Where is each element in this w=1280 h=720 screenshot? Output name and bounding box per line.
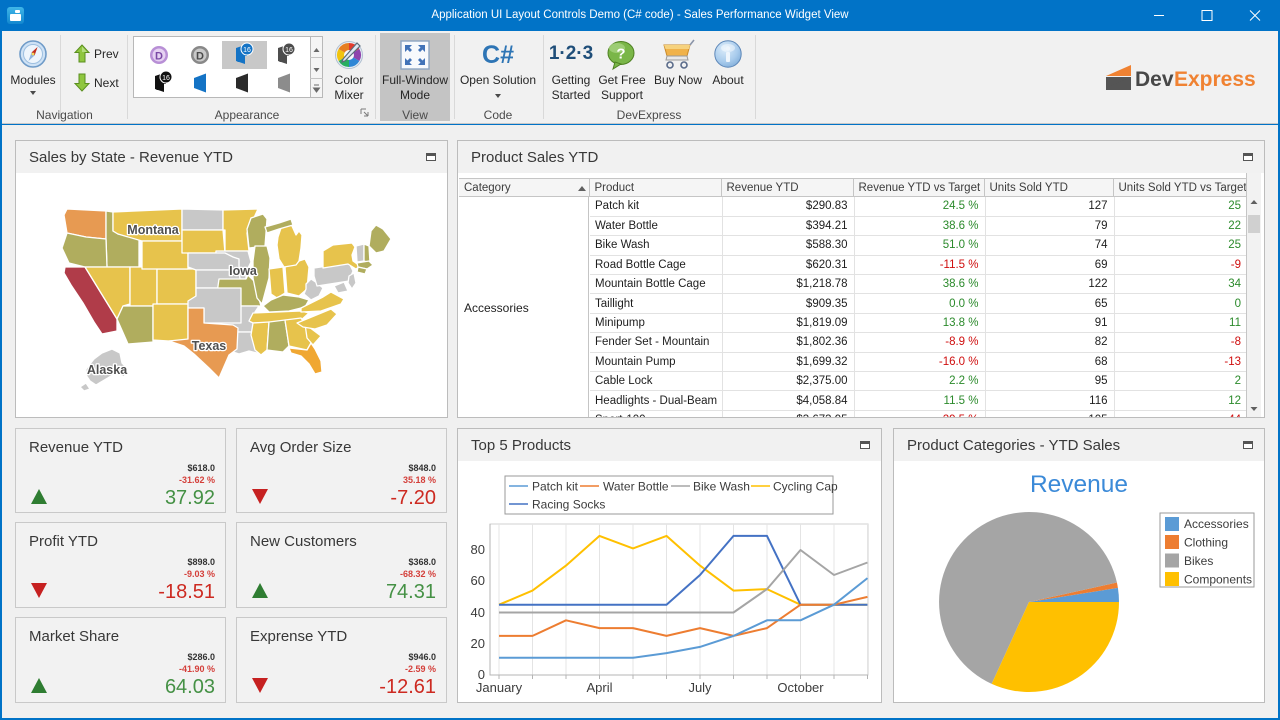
svg-text:Accessories: Accessories — [1184, 517, 1249, 531]
svg-text:July: July — [688, 680, 712, 695]
svg-text:Express: Express — [1174, 68, 1256, 91]
svg-text:60: 60 — [471, 573, 485, 588]
svg-text:Components: Components — [1184, 573, 1252, 587]
svg-text:January: January — [476, 680, 523, 695]
svg-text:16: 16 — [243, 47, 251, 54]
svg-text:Patch kit: Patch kit — [532, 480, 579, 494]
svg-text:16: 16 — [162, 75, 170, 82]
svg-text:D: D — [155, 51, 163, 63]
svg-text:Texas: Texas — [192, 339, 227, 353]
svg-text:Cycling Cap: Cycling Cap — [773, 480, 838, 494]
svg-text:Racing Socks: Racing Socks — [532, 498, 605, 512]
svg-text:?: ? — [616, 46, 625, 63]
svg-text:16: 16 — [285, 47, 293, 54]
svg-text:Bikes: Bikes — [1184, 554, 1213, 568]
svg-text:80: 80 — [471, 542, 485, 557]
svg-text:Bike Wash: Bike Wash — [693, 480, 750, 494]
svg-text:D: D — [196, 51, 204, 63]
svg-text:Clothing: Clothing — [1184, 536, 1228, 550]
svg-text:Montana: Montana — [127, 223, 179, 237]
svg-text:0: 0 — [478, 667, 485, 682]
svg-text:Alaska: Alaska — [87, 363, 128, 377]
svg-text:April: April — [586, 680, 612, 695]
svg-text:Revenue: Revenue — [1030, 471, 1128, 498]
svg-text:Iowa: Iowa — [229, 264, 258, 278]
svg-text:Water Bottle: Water Bottle — [603, 480, 669, 494]
svg-text:40: 40 — [471, 605, 485, 620]
svg-text:Dev: Dev — [1135, 68, 1174, 91]
svg-text:October: October — [777, 680, 824, 695]
svg-text:20: 20 — [471, 636, 485, 651]
